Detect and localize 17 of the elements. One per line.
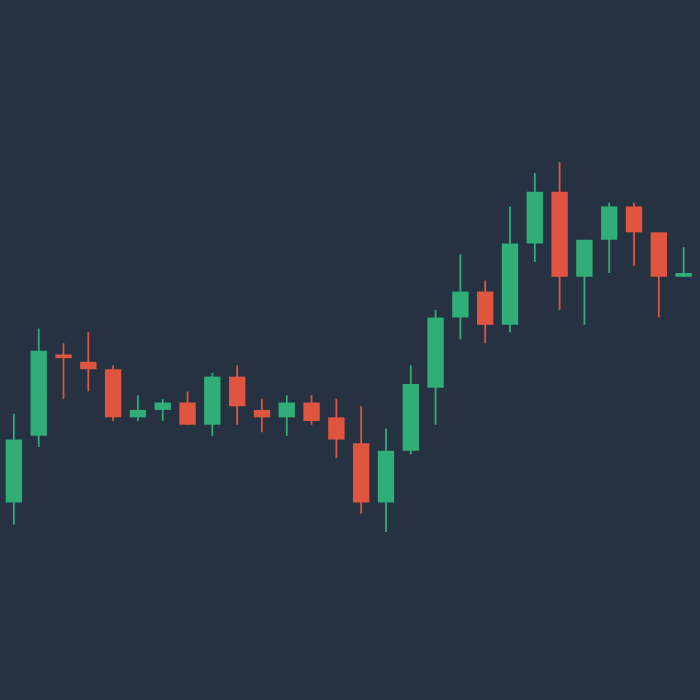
candlestick	[601, 201, 618, 274]
candlestick	[328, 397, 345, 459]
candlestick	[55, 342, 72, 400]
candlestick	[650, 231, 668, 319]
candlestick	[179, 390, 196, 426]
candlestick	[303, 394, 320, 426]
candlestick	[278, 394, 295, 437]
candlestick	[154, 397, 171, 422]
candlestick	[477, 279, 494, 345]
candlestick	[675, 246, 692, 278]
candlestick	[576, 238, 593, 326]
candlestick	[253, 397, 271, 434]
candlestick	[80, 331, 97, 393]
candlestick	[228, 364, 246, 426]
candlestick	[129, 394, 147, 422]
candlestick	[625, 201, 643, 267]
candlestick	[452, 253, 469, 341]
